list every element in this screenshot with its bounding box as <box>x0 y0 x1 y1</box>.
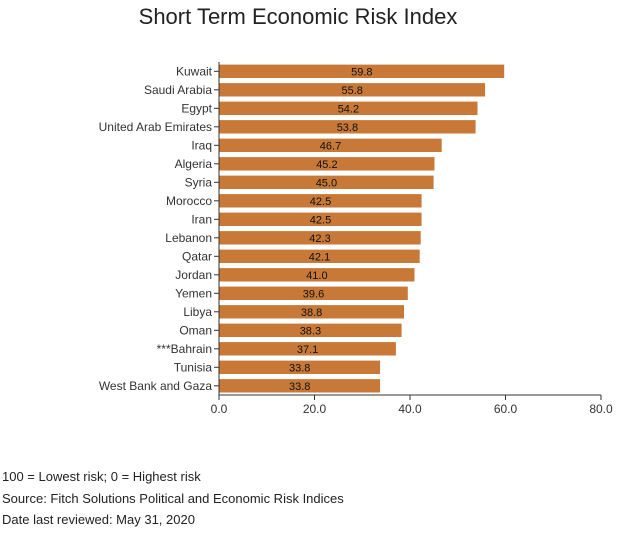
data-label-egypt: 54.2 <box>338 103 359 115</box>
category-label-morocco: Morocco <box>166 194 212 208</box>
data-label-jordan: 41.0 <box>306 270 327 282</box>
data-label-iraq: 46.7 <box>320 140 341 152</box>
category-label-tunisia: Tunisia <box>174 360 213 374</box>
data-label-bahrain: 37.1 <box>297 344 318 356</box>
category-label-algeria: Algeria <box>175 157 213 171</box>
category-label-kuwait: Kuwait <box>176 64 213 78</box>
data-label-syria: 45.0 <box>316 177 337 189</box>
category-label-west-bank-and-gaza: West Bank and Gaza <box>99 379 213 393</box>
note-risk-scale: 100 = Lowest risk; 0 = Highest risk <box>2 469 201 484</box>
data-label-kuwait: 59.8 <box>351 66 372 78</box>
category-label-united-arab-emirates: United Arab Emirates <box>99 120 212 134</box>
x-tick-label-0: 0.0 <box>211 402 228 416</box>
data-label-oman: 38.3 <box>300 325 321 337</box>
x-tick-label-4: 80.0 <box>589 402 613 416</box>
category-label-syria: Syria <box>185 175 213 189</box>
data-label-iran: 42.5 <box>310 214 331 226</box>
data-label-united-arab-emirates: 53.8 <box>337 122 358 134</box>
category-label-iran: Iran <box>191 212 212 226</box>
category-label-iraq: Iraq <box>191 138 212 152</box>
data-label-saudi-arabia: 55.8 <box>341 85 362 97</box>
data-label-libya: 38.8 <box>301 307 322 319</box>
category-label-jordan: Jordan <box>175 268 212 282</box>
category-label-saudi-arabia: Saudi Arabia <box>144 83 212 97</box>
category-label-egypt: Egypt <box>181 101 212 115</box>
x-tick-label-2: 40.0 <box>398 402 422 416</box>
data-label-tunisia: 33.8 <box>289 362 310 374</box>
x-tick-label-3: 60.0 <box>494 402 518 416</box>
note-source: Source: Fitch Solutions Political and Ec… <box>2 490 344 506</box>
category-label-qatar: Qatar <box>182 249 212 263</box>
category-label-oman: Oman <box>179 323 212 337</box>
category-label-bahrain: ***Bahrain <box>157 342 212 356</box>
category-label-lebanon: Lebanon <box>165 231 212 245</box>
data-label-morocco: 42.5 <box>310 196 331 208</box>
data-label-qatar: 42.1 <box>309 251 330 263</box>
x-tick-label-1: 20.0 <box>303 402 327 416</box>
category-label-yemen: Yemen <box>175 286 212 300</box>
note-date-reviewed: Date last reviewed: May 31, 2020 <box>2 512 195 527</box>
data-label-algeria: 45.2 <box>316 159 337 171</box>
category-label-libya: Libya <box>183 305 212 319</box>
chart-notes: 100 = Lowest risk; 0 = Highest risk Sour… <box>2 466 344 531</box>
data-label-lebanon: 42.3 <box>309 233 330 245</box>
chart-title: Short Term Economic Risk Index <box>138 4 458 29</box>
data-label-west-bank-and-gaza: 33.8 <box>289 381 310 393</box>
data-label-yemen: 39.6 <box>303 288 324 300</box>
bars-layer: 59.8 55.8 54.2 53.8 46.7 45.2 45.0 42.5 42.5 42.3… <box>218 64 505 394</box>
axis-layer: Kuwait Saudi Arabia Egypt United Arab Emira… <box>99 62 613 416</box>
bar-chart: 59.8 55.8 54.2 53.8 46.7 45.2 45.0 42.5 42.5 42.3… <box>99 62 613 416</box>
